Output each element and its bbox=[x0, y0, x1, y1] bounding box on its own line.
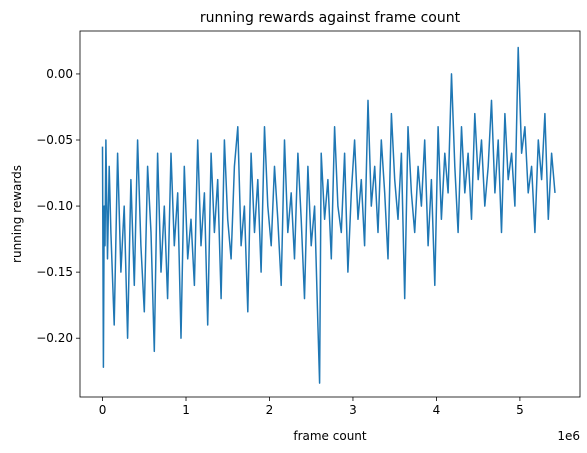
x-tick-label: 5 bbox=[516, 403, 524, 417]
series-line bbox=[101, 46, 556, 384]
y-axis-ticks: −0.20 −0.15 −0.10 −0.05 0.00 bbox=[36, 67, 80, 345]
y-tick-label: −0.10 bbox=[36, 199, 73, 213]
x-tick-label: 4 bbox=[433, 403, 441, 417]
x-axis-ticks: 0 1 2 3 4 5 bbox=[99, 397, 524, 417]
y-axis-label: running rewards bbox=[10, 165, 24, 263]
x-tick-label: 0 bbox=[99, 403, 107, 417]
chart-title: running rewards against frame count bbox=[200, 10, 461, 26]
y-tick-label: −0.20 bbox=[36, 331, 73, 345]
x-tick-label: 1 bbox=[182, 403, 190, 417]
x-tick-label: 2 bbox=[266, 403, 274, 417]
y-tick-label: 0.00 bbox=[46, 67, 73, 81]
y-tick-label: −0.05 bbox=[36, 133, 73, 147]
x-tick-label: 3 bbox=[349, 403, 357, 417]
x-axis-label: frame count bbox=[293, 429, 367, 443]
plot-frame bbox=[79, 30, 581, 398]
y-tick-label: −0.15 bbox=[36, 265, 73, 279]
plot-area bbox=[79, 30, 581, 398]
x-axis-offset-label: 1e6 bbox=[557, 429, 580, 443]
